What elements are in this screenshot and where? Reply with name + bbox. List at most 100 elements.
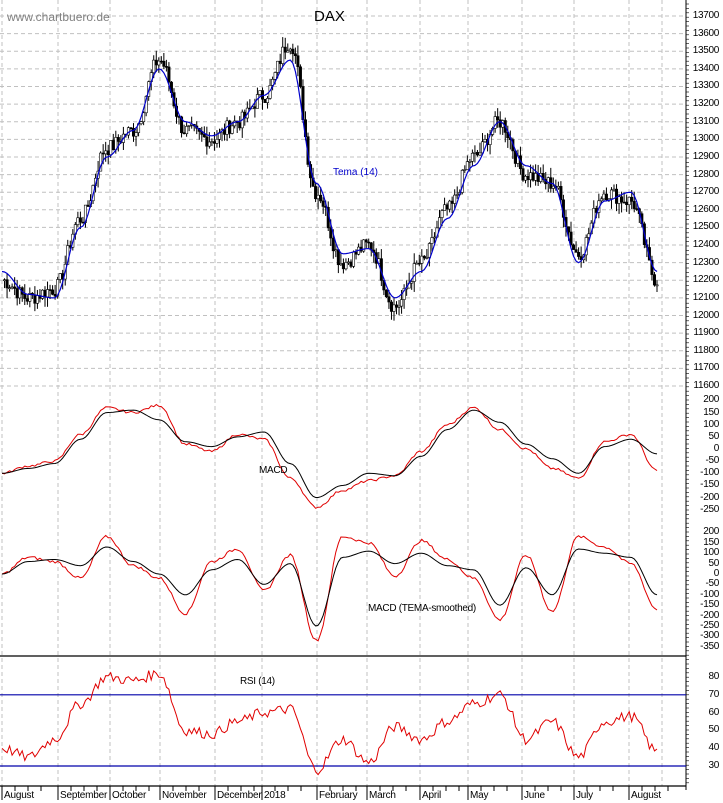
candle-body [430, 237, 434, 244]
candle-body [263, 98, 267, 103]
candle-body [352, 251, 356, 267]
candle-body [276, 60, 280, 73]
candle-body [273, 72, 277, 80]
candle-body [255, 94, 259, 109]
candle-body [46, 289, 50, 298]
candle-body [5, 279, 9, 289]
tema-line [1, 59, 658, 299]
x-tick-label: August [4, 790, 34, 801]
candle-body [526, 175, 530, 181]
y-tick-label: -50 [705, 455, 719, 467]
candle-body [397, 305, 401, 308]
candle-body [609, 189, 613, 199]
tema-label: Tema (14) [333, 167, 379, 178]
y-tick-label: 12300 [692, 256, 720, 268]
candle-body [233, 120, 237, 127]
candle-body [296, 55, 300, 68]
candle-body [427, 243, 431, 258]
candle-body [228, 120, 232, 134]
candle-body [10, 286, 14, 289]
candle-body [531, 172, 535, 181]
x-tick-label: November [162, 790, 207, 801]
candle-body [51, 289, 55, 295]
candle-body [551, 185, 555, 189]
candle-body [572, 244, 576, 250]
candle-body [283, 46, 287, 53]
candle-body [101, 152, 105, 155]
candle-body [319, 194, 323, 202]
candle-body [288, 48, 292, 52]
candle-body [521, 168, 525, 181]
candle-body [142, 112, 146, 122]
candle-body [162, 60, 166, 67]
candle-body [314, 186, 318, 200]
y-tick-label: 150 [703, 536, 719, 548]
candle-body [445, 204, 449, 210]
candle-body [602, 193, 606, 200]
candle-body [33, 294, 37, 304]
candle-body [529, 172, 533, 181]
candle-body [215, 138, 219, 144]
candle-body [152, 59, 156, 73]
candle-body [58, 273, 62, 280]
y-tick-label: 12000 [692, 309, 720, 321]
y-tick-label: -100 [700, 588, 719, 600]
x-tick-label: April [422, 790, 442, 801]
candle-body [349, 261, 353, 267]
candle-body [463, 169, 467, 171]
candle-body [329, 227, 333, 239]
chart-title: DAX [314, 8, 345, 25]
y-tick-label: 12800 [692, 168, 720, 180]
candle-body [420, 255, 424, 264]
candle-body [607, 198, 611, 201]
candle-body [493, 116, 497, 129]
candle-body [266, 98, 270, 103]
candle-body [425, 257, 429, 259]
watermark: www.chartbuero.de [7, 10, 110, 24]
x-tick-label: February [319, 790, 358, 801]
candle-body [354, 251, 358, 255]
candle-body [164, 66, 168, 68]
y-tick-label: 13500 [692, 45, 720, 57]
y-tick-label: 11600 [693, 380, 719, 391]
macd-line [1, 409, 658, 498]
candle-body [387, 296, 391, 303]
candle-body [159, 60, 163, 63]
y-tick-label: 40 [708, 742, 719, 754]
candle-body [205, 136, 209, 147]
candle-body [604, 193, 608, 201]
y-tick-label: 0 [713, 568, 720, 579]
rsi-label: RSI (14) [240, 676, 275, 687]
candle-body [238, 122, 242, 129]
y-tick-label: -200 [700, 491, 719, 503]
candle-body [465, 161, 469, 170]
candle-body [415, 262, 419, 265]
candle-body [116, 137, 120, 142]
candle-body [134, 132, 138, 137]
candle-body [556, 186, 560, 189]
candle-body [167, 66, 171, 83]
y-tick-label: 11900 [693, 327, 719, 339]
y-tick-label: 13600 [692, 27, 720, 39]
candle-body [453, 194, 457, 204]
candle-body [475, 151, 479, 156]
candle-body [455, 194, 459, 196]
candle-body [316, 194, 320, 200]
candle-body [129, 127, 133, 129]
candle-body [336, 249, 340, 266]
y-tick-label: -350 [700, 640, 719, 652]
y-tick-label: 13000 [692, 133, 720, 145]
y-tick-label: 100 [703, 418, 719, 430]
candle-body [438, 217, 442, 229]
x-tick-label: August [631, 790, 661, 801]
candle-body [422, 255, 426, 259]
candle-body [395, 304, 399, 308]
candle-body [400, 299, 404, 307]
candle-body [625, 201, 629, 206]
y-tick-label: 12600 [692, 203, 720, 215]
y-tick-label: 80 [708, 671, 719, 682]
candle-body [574, 249, 578, 253]
macd-tema-line [1, 546, 658, 627]
candle-body [139, 121, 143, 125]
macd-label: MACD [259, 465, 288, 476]
